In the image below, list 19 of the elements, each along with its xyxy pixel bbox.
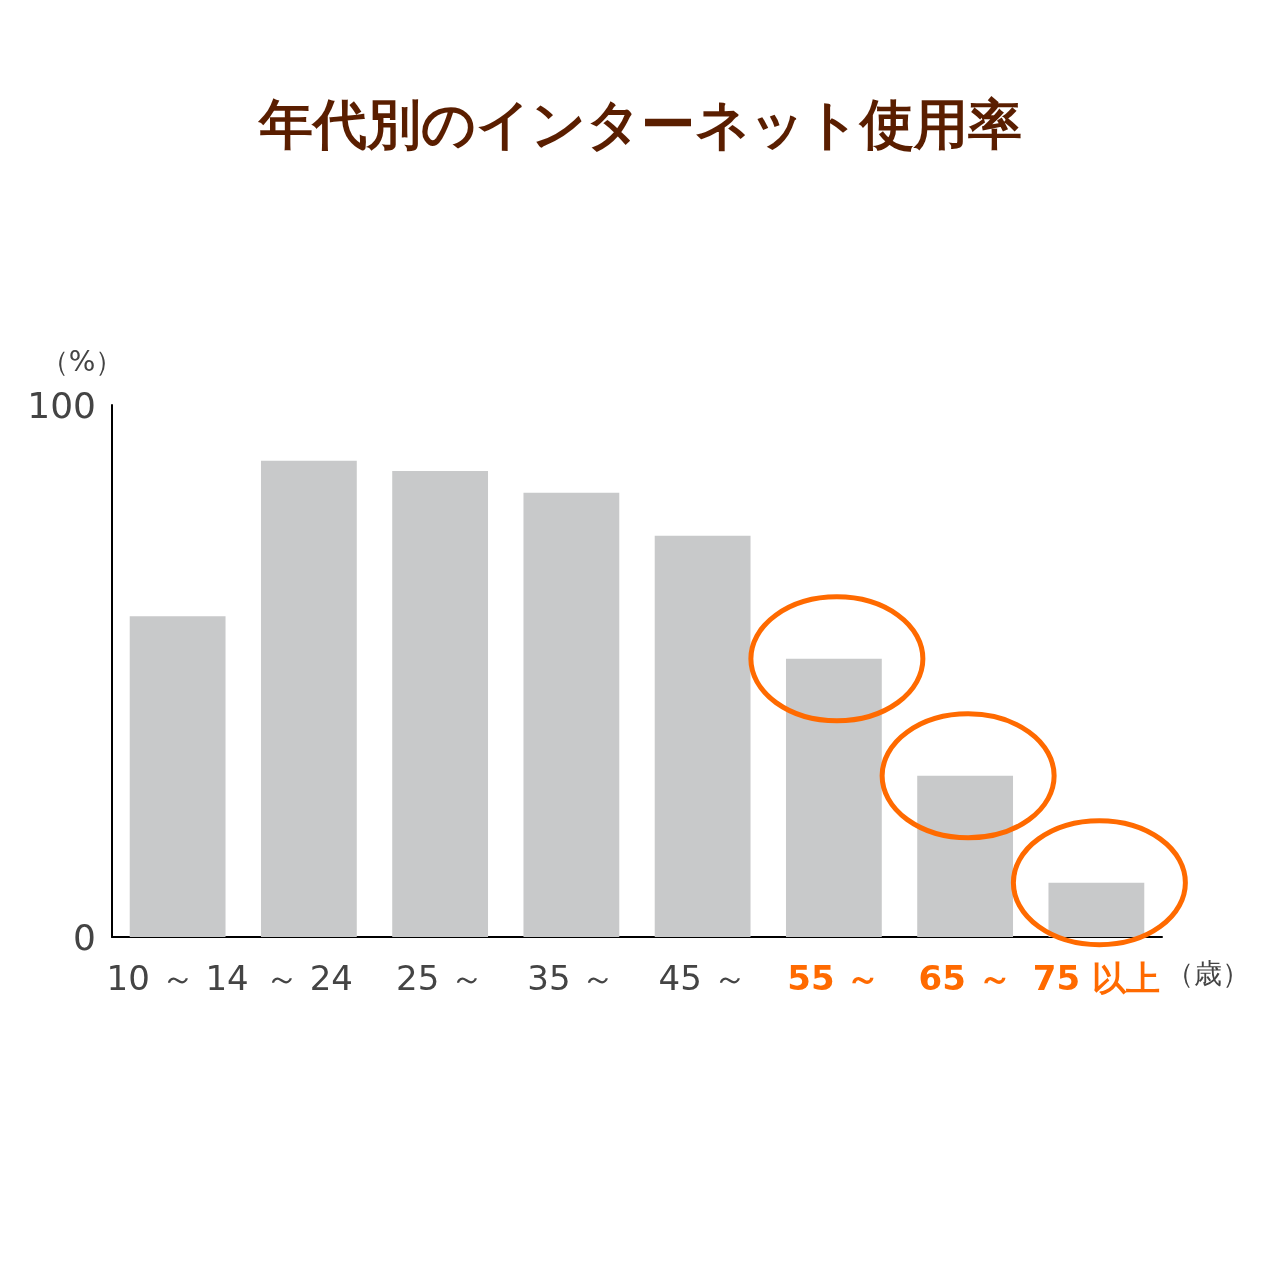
bar bbox=[129, 616, 226, 937]
x-tick-label: 65 ～ bbox=[918, 958, 1012, 998]
x-tick-label: 55 ～ bbox=[787, 958, 881, 998]
bar bbox=[392, 470, 489, 937]
x-axis-title: （歳） bbox=[1166, 956, 1250, 990]
x-tick-label: 45 ～ bbox=[658, 958, 747, 998]
y-tick-label: 0 bbox=[73, 916, 96, 958]
x-tick-label: ～ 24 bbox=[264, 958, 353, 998]
x-tick-label: 75 以上 bbox=[1032, 958, 1160, 998]
bar bbox=[523, 492, 620, 937]
y-tick-label: 100 bbox=[27, 384, 96, 426]
bar bbox=[654, 535, 751, 937]
x-tick-label: 25 ～ bbox=[396, 958, 485, 998]
y-axis-title: （%） bbox=[40, 344, 124, 378]
chart-title: 年代別のインターネット使用率 bbox=[256, 92, 1022, 156]
bar bbox=[260, 460, 357, 937]
x-tick-label: 35 ～ bbox=[527, 958, 616, 998]
bar bbox=[1048, 882, 1145, 937]
x-tick-label: 10 ～ 14 bbox=[106, 958, 249, 998]
